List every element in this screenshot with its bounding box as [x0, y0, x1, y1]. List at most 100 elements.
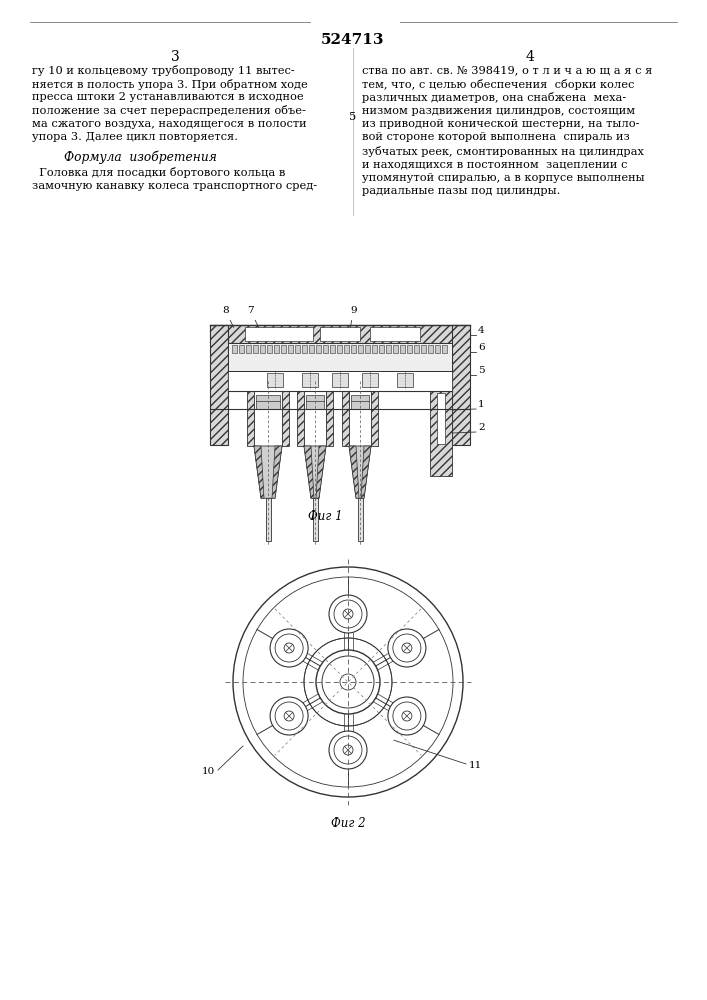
Bar: [358, 345, 363, 353]
Bar: [349, 391, 371, 446]
Bar: [281, 345, 286, 353]
Bar: [370, 327, 420, 341]
Polygon shape: [304, 446, 326, 498]
Bar: [297, 391, 304, 446]
Text: ма сжатого воздуха, находящегося в полости: ма сжатого воздуха, находящегося в полос…: [32, 119, 307, 129]
Text: упора 3. Далее цикл повторяется.: упора 3. Далее цикл повторяется.: [32, 132, 238, 142]
Bar: [372, 345, 377, 353]
Bar: [393, 345, 398, 353]
Polygon shape: [349, 446, 359, 498]
Text: 5: 5: [349, 112, 356, 122]
Bar: [326, 391, 333, 446]
Bar: [232, 345, 237, 353]
Bar: [239, 345, 244, 353]
Text: 8: 8: [222, 306, 234, 328]
Bar: [362, 373, 378, 387]
Text: 4: 4: [478, 326, 484, 335]
Bar: [302, 345, 307, 353]
Polygon shape: [349, 446, 371, 498]
Text: 11: 11: [469, 762, 482, 770]
Bar: [313, 498, 318, 541]
Bar: [246, 345, 251, 353]
Bar: [386, 345, 391, 353]
Text: 4: 4: [525, 50, 534, 64]
Polygon shape: [272, 446, 282, 498]
Text: 1: 1: [478, 400, 484, 409]
Text: 9: 9: [350, 306, 356, 327]
Text: радиальные пазы под цилиндры.: радиальные пазы под цилиндры.: [362, 186, 561, 196]
Bar: [435, 345, 440, 353]
Text: гу 10 и кольцевому трубопроводу 11 вытес-: гу 10 и кольцевому трубопроводу 11 вытес…: [32, 65, 295, 76]
Polygon shape: [361, 446, 371, 498]
Bar: [245, 327, 313, 341]
Text: 2: 2: [478, 423, 484, 432]
Circle shape: [388, 629, 426, 667]
Text: зубчатых реек, смонтированных на цилиндрах: зубчатых реек, смонтированных на цилиндр…: [362, 146, 644, 157]
Bar: [351, 395, 369, 409]
Bar: [407, 345, 412, 353]
Bar: [330, 345, 335, 353]
Polygon shape: [254, 446, 282, 498]
Bar: [351, 345, 356, 353]
Text: упомянутой спиралью, а в корпусе выполнены: упомянутой спиралью, а в корпусе выполне…: [362, 173, 645, 183]
Bar: [332, 373, 348, 387]
Text: няется в полость упора 3. При обратном ходе: няется в полость упора 3. При обратном х…: [32, 79, 308, 90]
Bar: [430, 391, 452, 476]
Text: Головка для посадки бортового кольца в: Головка для посадки бортового кольца в: [32, 167, 286, 178]
Text: 5: 5: [478, 366, 484, 375]
Bar: [397, 373, 413, 387]
Polygon shape: [316, 446, 326, 498]
Text: 524713: 524713: [321, 33, 385, 47]
Bar: [365, 345, 370, 353]
Bar: [344, 345, 349, 353]
Polygon shape: [304, 446, 314, 498]
Bar: [306, 395, 324, 409]
Circle shape: [329, 731, 367, 769]
Text: ства по авт. св. № 398419, о т л и ч а ю щ а я с я: ства по авт. св. № 398419, о т л и ч а ю…: [362, 65, 653, 75]
Bar: [442, 345, 447, 353]
Bar: [428, 345, 433, 353]
Text: пресса штоки 2 устанавливаются в исходное: пресса штоки 2 устанавливаются в исходно…: [32, 92, 303, 102]
Bar: [421, 345, 426, 353]
Bar: [274, 345, 279, 353]
Bar: [379, 345, 384, 353]
Bar: [309, 345, 314, 353]
Bar: [358, 498, 363, 541]
Text: различных диаметров, она снабжена  меха-: различных диаметров, она снабжена меха-: [362, 92, 626, 103]
Circle shape: [388, 697, 426, 735]
Bar: [210, 325, 470, 343]
Text: из приводной конической шестерни, на тыло-: из приводной конической шестерни, на тыл…: [362, 119, 640, 129]
Bar: [320, 327, 360, 341]
Bar: [267, 373, 283, 387]
Bar: [304, 391, 326, 446]
Bar: [323, 345, 328, 353]
Text: вой стороне которой выполнена  спираль из: вой стороне которой выполнена спираль из: [362, 132, 630, 142]
Bar: [254, 391, 282, 446]
Text: низмом раздвижения цилиндров, состоящим: низмом раздвижения цилиндров, состоящим: [362, 105, 635, 115]
Bar: [316, 345, 321, 353]
Bar: [228, 343, 452, 371]
Text: Формула  изобретения: Формула изобретения: [64, 151, 216, 164]
Text: 3: 3: [170, 50, 180, 64]
Bar: [371, 391, 378, 446]
Text: 7: 7: [247, 306, 259, 328]
Bar: [256, 395, 280, 409]
Bar: [253, 345, 258, 353]
Bar: [337, 345, 342, 353]
Text: и находящихся в постоянном  зацеплении с: и находящихся в постоянном зацеплении с: [362, 159, 627, 169]
Text: замочную канавку колеса транспортного сред-: замочную канавку колеса транспортного ср…: [32, 181, 317, 191]
Bar: [267, 345, 272, 353]
Bar: [414, 345, 419, 353]
Bar: [437, 393, 445, 444]
Bar: [400, 345, 405, 353]
Bar: [282, 391, 289, 446]
Text: тем, что, с целью обеспечения  сборки колес: тем, что, с целью обеспечения сборки кол…: [362, 79, 634, 90]
Text: Фиг 2: Фиг 2: [331, 817, 366, 830]
Polygon shape: [254, 446, 264, 498]
Text: Фиг 1: Фиг 1: [308, 510, 342, 523]
Bar: [247, 391, 254, 446]
Text: 6: 6: [478, 343, 484, 352]
Bar: [288, 345, 293, 353]
Bar: [260, 345, 265, 353]
Circle shape: [270, 697, 308, 735]
